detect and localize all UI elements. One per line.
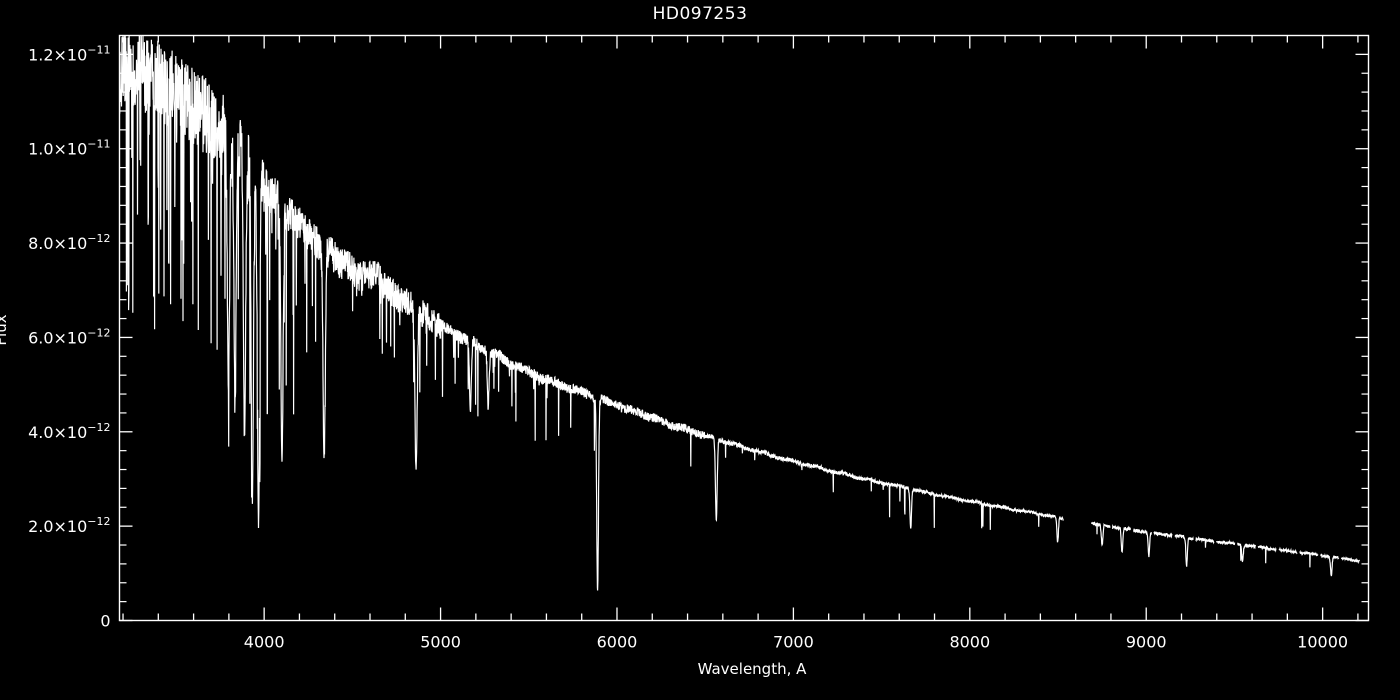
page-title: HD097253 <box>652 4 748 24</box>
axes-layer <box>118 34 1370 622</box>
y-tick-label: 6.0×10−12 <box>28 326 110 347</box>
tick-label-layer: 4000 5000 6000 7000 8000 9000 10000 0 2.0×10−12 4… <box>28 43 1348 651</box>
x-tick-label: 5000 <box>420 633 461 652</box>
y-tick-label: 2.0×10−12 <box>28 515 110 536</box>
data-layer <box>119 35 1361 591</box>
y-axis-title-group: Flux <box>0 314 10 345</box>
y-tick-label: 1.2×10−11 <box>28 43 110 64</box>
y-tick-label: 0 <box>100 612 110 631</box>
y-tick-label: 4.0×10−12 <box>28 421 110 442</box>
x-tick-label: 4000 <box>244 633 285 652</box>
x-tick-label: 7000 <box>773 633 814 652</box>
y-tick-label: 1.0×10−11 <box>28 138 110 159</box>
y-axis-title: Flux <box>0 314 10 345</box>
x-axis-title: Wavelength, A <box>698 660 808 678</box>
y-tick-label: 8.0×10−12 <box>28 232 110 253</box>
x-tick-label: 10000 <box>1297 633 1348 652</box>
x-tick-label: 8000 <box>949 633 990 652</box>
x-tick-label: 9000 <box>1126 633 1167 652</box>
x-tick-label: 6000 <box>597 633 638 652</box>
spectrum-trace <box>119 35 1361 591</box>
